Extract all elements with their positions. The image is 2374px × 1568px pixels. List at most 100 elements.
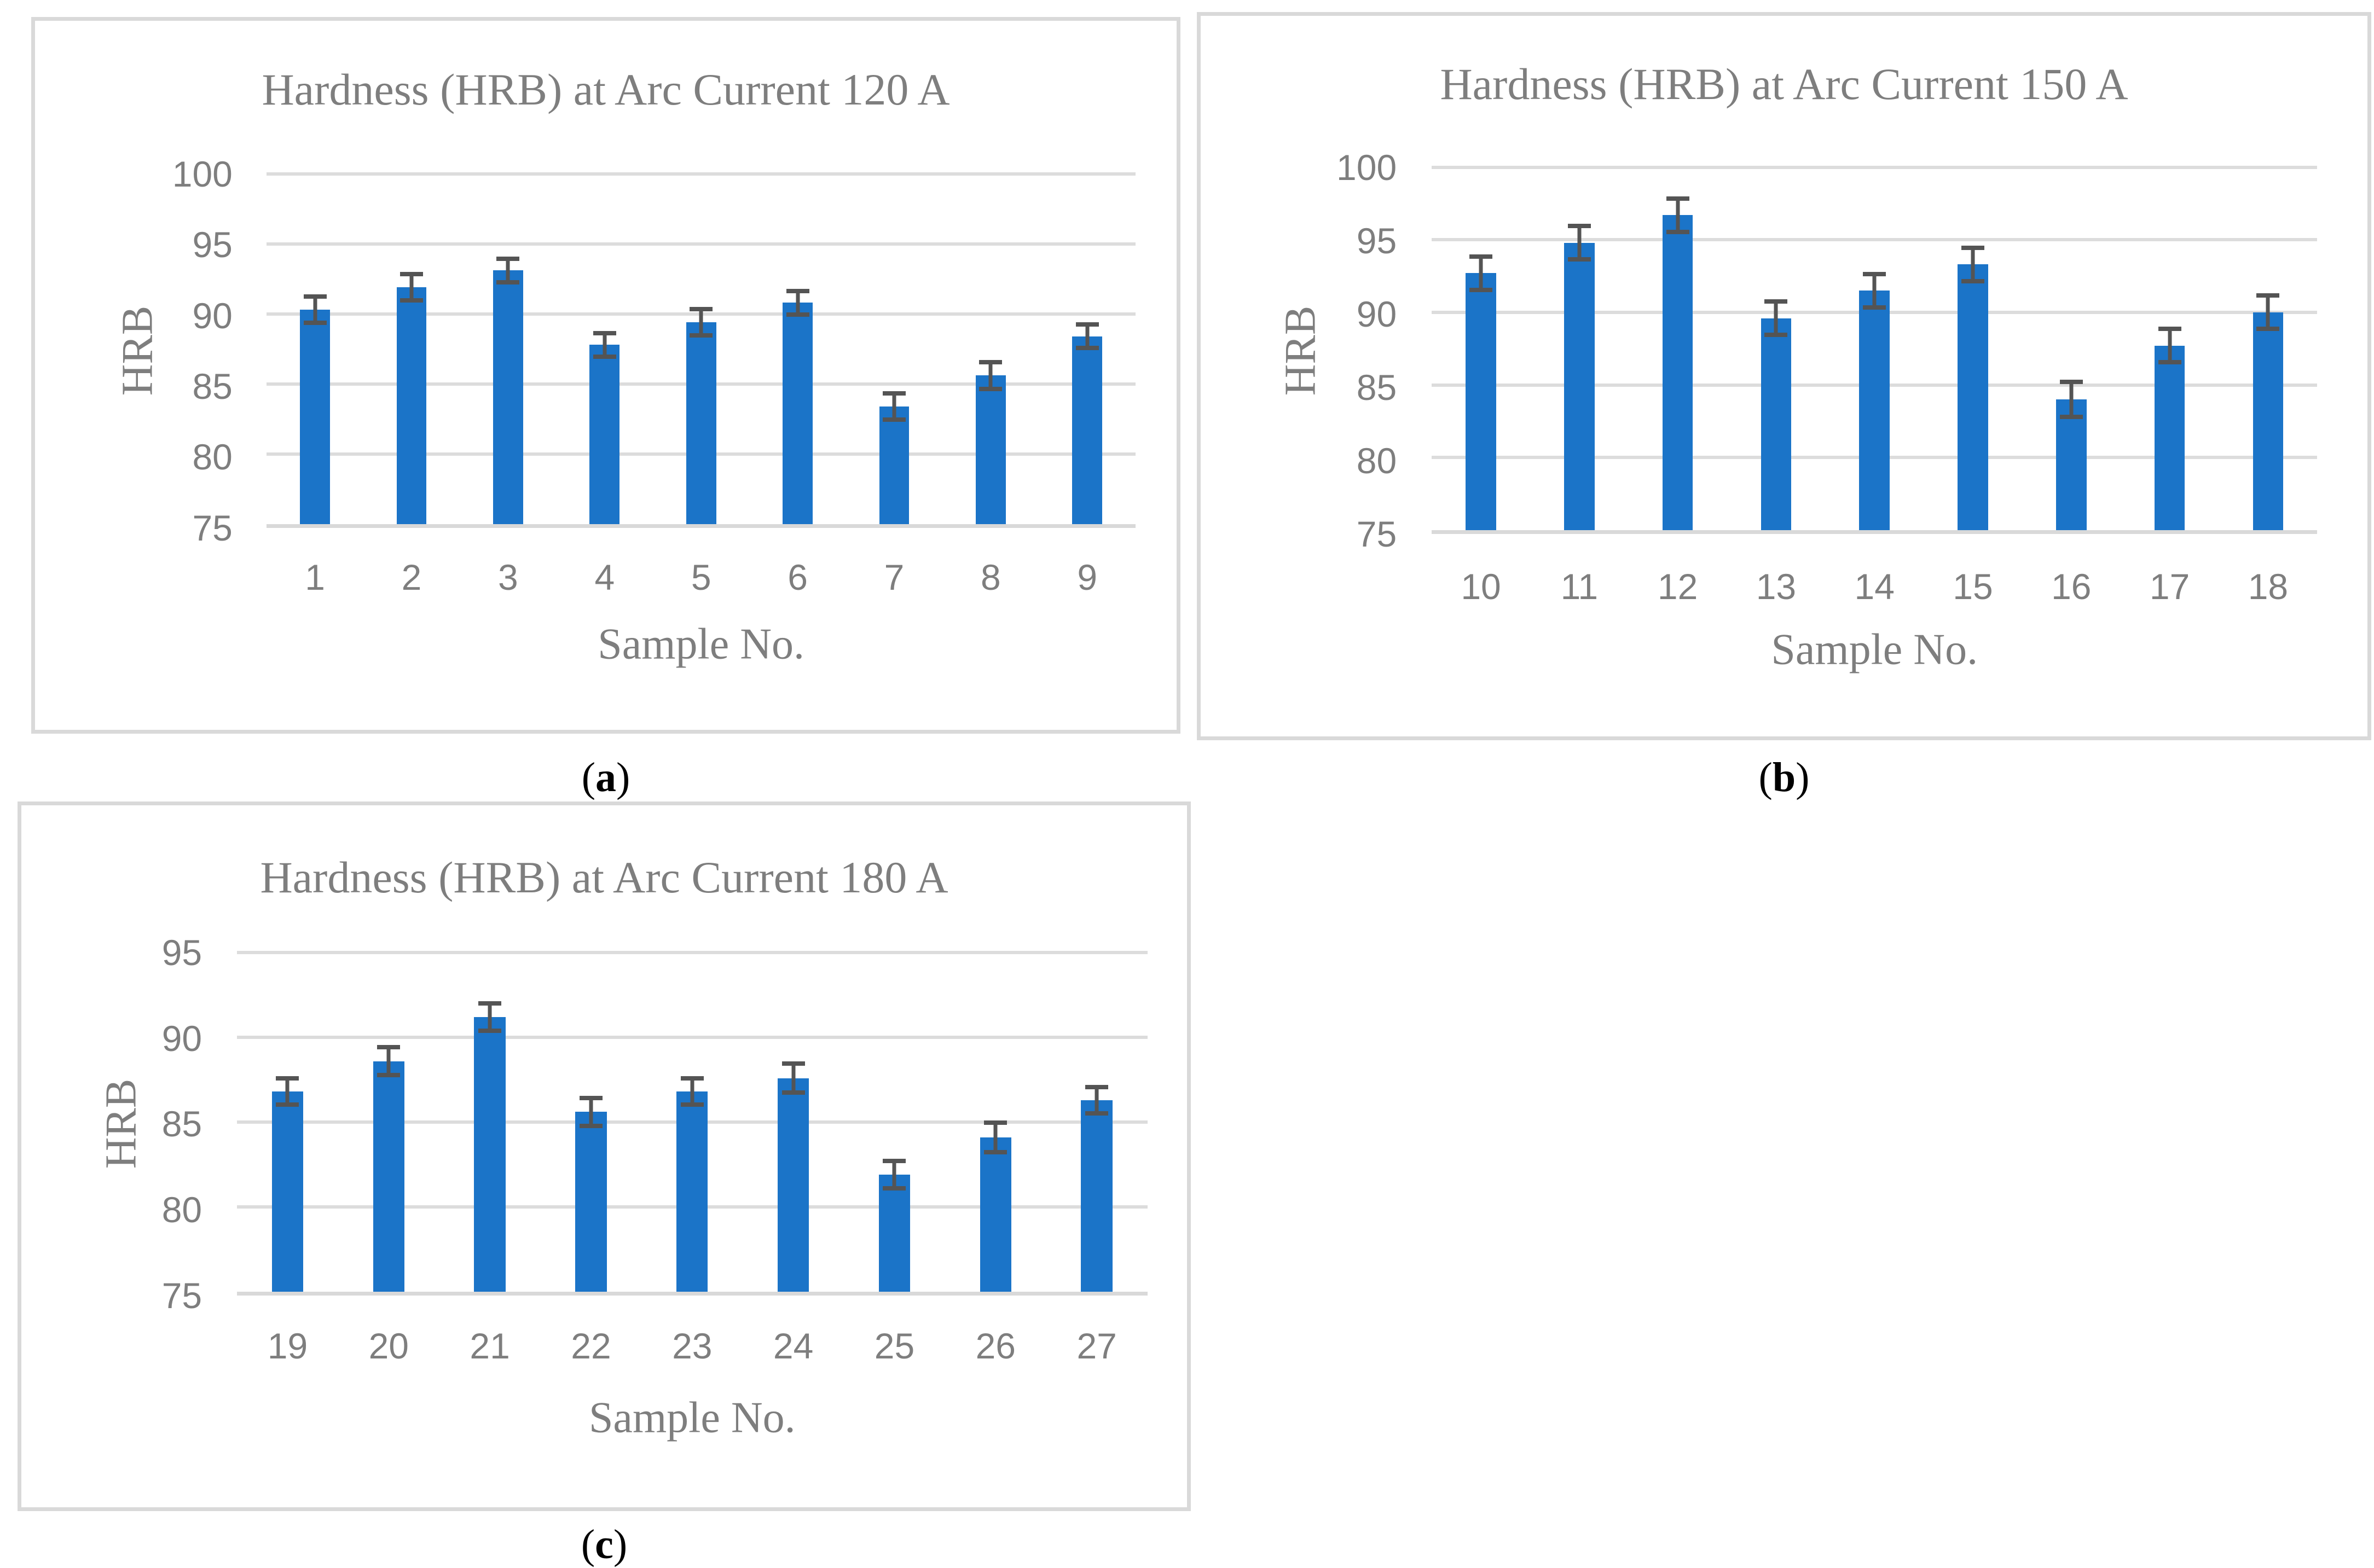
y-tick-label-80: 80 xyxy=(1356,440,1397,481)
error-bar-cap-top xyxy=(2059,380,2083,385)
caption-c-close: ) xyxy=(613,1521,628,1567)
error-bar-line xyxy=(1971,245,1975,283)
x-tick-label-10: 10 xyxy=(1461,566,1501,607)
error-bar-line xyxy=(2069,380,2074,419)
y-tick-label-95: 95 xyxy=(161,932,202,973)
bar-sample-11 xyxy=(1564,242,1595,530)
plot-area-c xyxy=(237,951,1148,1296)
caption-c: (c) xyxy=(18,1521,1191,1568)
error-bar-cap-top xyxy=(579,1095,603,1100)
error-bar-line xyxy=(2168,327,2172,365)
x-tick-label-24: 24 xyxy=(773,1325,814,1366)
error-bar-cap-bottom xyxy=(2158,360,2181,365)
error-bar-cap-top xyxy=(882,391,906,396)
error-bar-line xyxy=(488,1001,492,1033)
error-bar-cap-bottom xyxy=(276,1102,299,1107)
error-bar-cap-top xyxy=(2158,327,2181,332)
x-tick-label-6: 6 xyxy=(788,557,808,598)
error-bar-cap-bottom xyxy=(1961,278,1985,283)
x-axis-title-b: Sample No. xyxy=(1771,625,1978,674)
error-bar-cap-bottom xyxy=(883,1186,906,1191)
error-bar-line xyxy=(993,1120,998,1154)
error-bar-line xyxy=(699,307,703,338)
error-bar-cap-bottom xyxy=(1085,1111,1109,1116)
error-bar-cap-bottom xyxy=(1764,333,1788,337)
bar-sample-19 xyxy=(271,1091,304,1292)
error-bar-cap-bottom xyxy=(400,298,424,303)
y-tick-label-75: 75 xyxy=(192,507,233,548)
caption-b: (b) xyxy=(1197,754,2371,802)
y-tick-label-95: 95 xyxy=(1356,220,1397,261)
x-tick-label-2: 2 xyxy=(401,557,422,598)
error-bar-line xyxy=(892,391,896,422)
error-bar-cap-top xyxy=(1075,322,1099,327)
error-bar-line xyxy=(1676,196,1680,234)
bar-sample-9 xyxy=(1072,336,1103,524)
gridline-y95 xyxy=(1432,238,2318,242)
x-tick-label-8: 8 xyxy=(980,557,1001,598)
caption-c-letter: c xyxy=(595,1521,613,1567)
y-tick-label-100: 100 xyxy=(172,153,233,194)
error-bar-line xyxy=(1577,224,1582,262)
error-bar-cap-bottom xyxy=(882,417,906,422)
y-tick-label-80: 80 xyxy=(192,437,233,478)
bar-sample-10 xyxy=(1466,273,1496,530)
y-tick-label-80: 80 xyxy=(161,1189,202,1230)
error-bar-cap-bottom xyxy=(979,386,1003,391)
error-bar-line xyxy=(988,360,993,391)
caption-b-letter: b xyxy=(1772,754,1796,800)
error-bar-cap-top xyxy=(303,294,327,299)
bar-sample-1 xyxy=(300,310,330,524)
x-tick-label-23: 23 xyxy=(672,1325,713,1366)
y-tick-label-90: 90 xyxy=(192,295,233,336)
x-tick-label-17: 17 xyxy=(2149,566,2190,607)
chart-panel-c: Hardness (HRB) at Arc Current 180 A 75 80 8… xyxy=(18,802,1191,1511)
bar-sample-12 xyxy=(1662,215,1693,530)
y-tick-label-90: 90 xyxy=(1356,293,1397,334)
x-tick-label-7: 7 xyxy=(884,557,905,598)
plot-area-a xyxy=(267,172,1136,528)
bar-sample-24 xyxy=(777,1078,809,1292)
error-bar-cap-bottom xyxy=(496,280,520,285)
error-bar-cap-top xyxy=(786,288,809,293)
error-bar-line xyxy=(690,1076,694,1107)
error-bar-cap-bottom xyxy=(2059,414,2083,419)
caption-a-open: ( xyxy=(581,754,595,800)
x-tick-label-5: 5 xyxy=(691,557,711,598)
bar-sample-23 xyxy=(676,1091,708,1292)
x-tick-label-27: 27 xyxy=(1076,1325,1117,1366)
error-bar-cap-bottom xyxy=(579,1123,603,1128)
y-tick-label-75: 75 xyxy=(1356,513,1397,554)
error-bar-cap-top xyxy=(1666,196,1689,201)
error-bar-line xyxy=(603,330,607,359)
error-bar-cap-top xyxy=(478,1001,502,1006)
error-bar-cap-bottom xyxy=(1075,346,1099,351)
x-tick-label-21: 21 xyxy=(470,1325,510,1366)
bar-sample-15 xyxy=(1958,264,1988,530)
error-bar-cap-top xyxy=(781,1061,805,1066)
error-bar-cap-bottom xyxy=(1469,287,1493,292)
error-bar-cap-bottom xyxy=(377,1072,401,1077)
bar-sample-22 xyxy=(575,1112,607,1292)
x-axis-title-c: Sample No. xyxy=(588,1393,796,1442)
caption-a-close: ) xyxy=(616,754,630,800)
bar-sample-25 xyxy=(878,1174,911,1292)
bar-sample-27 xyxy=(1081,1100,1113,1292)
chart-title-b: Hardness (HRB) at Arc Current 150 A xyxy=(1440,59,2128,109)
y-axis-title-a: HRB xyxy=(113,306,162,396)
error-bar-cap-top xyxy=(1567,224,1591,229)
error-bar-cap-top xyxy=(593,330,616,335)
caption-b-open: ( xyxy=(1758,754,1773,800)
caption-c-open: ( xyxy=(581,1521,595,1567)
error-bar-cap-top xyxy=(680,1076,704,1081)
gridline-y100 xyxy=(267,172,1136,176)
error-bar-line xyxy=(1774,299,1778,337)
error-bar-cap-top xyxy=(1085,1084,1109,1089)
caption-b-close: ) xyxy=(1796,754,1810,800)
bar-sample-5 xyxy=(686,322,716,524)
y-tick-label-85: 85 xyxy=(161,1104,202,1145)
bar-sample-14 xyxy=(1859,291,1890,530)
bar-sample-18 xyxy=(2253,312,2284,530)
error-bar-cap-top xyxy=(979,360,1003,365)
error-bar-cap-bottom xyxy=(1567,257,1591,262)
